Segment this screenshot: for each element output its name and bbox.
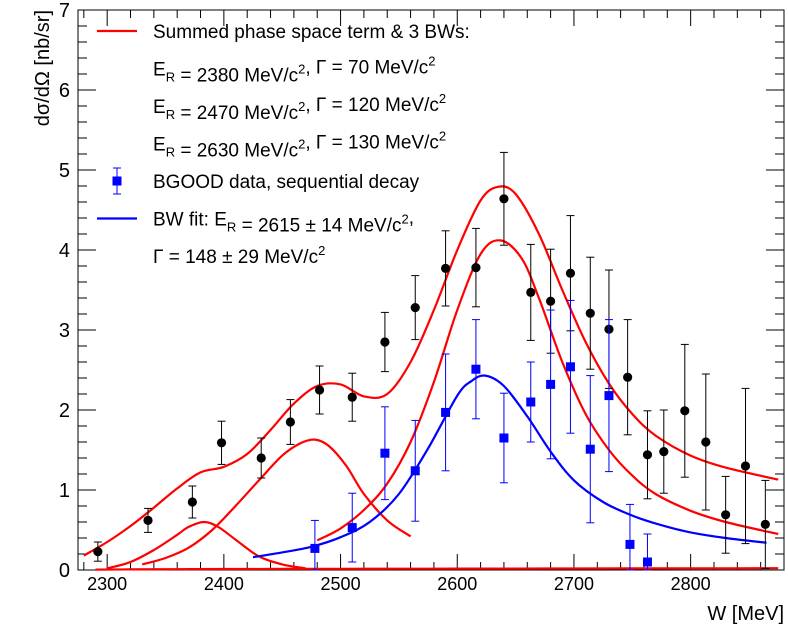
x-tick-label: 2600 xyxy=(437,574,477,594)
data-point-sequential xyxy=(310,543,320,553)
data-point-total xyxy=(410,303,420,313)
data-point-sequential xyxy=(604,391,614,401)
data-point-total xyxy=(546,296,556,306)
data-point-total xyxy=(314,385,325,395)
data-point-sequential xyxy=(546,379,556,389)
curve-bw-e-r-2630 xyxy=(316,239,779,542)
data-point-sequential xyxy=(642,557,652,567)
legend-text: ER = 2380 MeV/c2, Γ = 70 MeV/c2 xyxy=(153,54,436,87)
data-point-sequential xyxy=(380,448,390,458)
y-tick-label: 6 xyxy=(59,80,70,102)
plot-frame xyxy=(77,9,785,571)
y-tick-label: 7 xyxy=(59,0,70,22)
x-axis-label: W [MeV] xyxy=(707,603,784,625)
y-tick-label: 3 xyxy=(59,320,70,342)
data-point-total xyxy=(642,450,653,460)
data-point-total xyxy=(565,268,576,278)
y-tick-label: 4 xyxy=(59,240,70,262)
x-tick-label: 2400 xyxy=(204,574,244,594)
data-point-total xyxy=(721,510,731,520)
data-point-total xyxy=(526,287,536,297)
legend-square-symbol xyxy=(112,176,122,186)
data-point-total xyxy=(740,461,751,471)
data-point-total xyxy=(93,547,103,557)
data-points xyxy=(93,151,770,571)
data-point-total xyxy=(380,337,390,347)
legend-text: ER = 2470 MeV/c2, Γ = 120 MeV/c2 xyxy=(153,91,446,124)
x-tick-label: 2300 xyxy=(87,574,127,594)
data-point-sequential xyxy=(565,362,575,372)
data-point-sequential xyxy=(441,407,451,417)
data-point-total xyxy=(216,438,227,448)
data-point-total xyxy=(347,392,357,402)
legend-text: BW fit: ER = 2615 ± 14 MeV/c2, xyxy=(153,208,414,237)
x-tick-label: 2700 xyxy=(554,574,594,594)
y-axis-label: dσ/dΩ [nb/sr] xyxy=(32,10,54,126)
data-point-sequential xyxy=(410,466,420,476)
axis-ticks xyxy=(78,9,785,571)
data-point-sequential xyxy=(526,397,536,407)
curve-phase-space-term xyxy=(95,567,779,571)
x-tick-label: 2500 xyxy=(321,574,361,594)
y-tick-label: 0 xyxy=(59,560,70,582)
data-point-sequential xyxy=(471,364,481,374)
curves xyxy=(83,185,779,571)
data-point-total xyxy=(256,453,266,463)
curve-summed-phase-space-term-3-bws xyxy=(83,185,779,557)
tick-labels: 2300 2400 2500 2600 2700 2800 0 1 2 3 4 5 6 7 xyxy=(59,0,711,594)
y-tick-label: 5 xyxy=(59,160,70,182)
data-point-sequential xyxy=(499,433,509,443)
data-point-total xyxy=(143,515,153,526)
data-point-total xyxy=(499,194,509,204)
legend-text: Γ = 148 ± 29 MeV/c2 xyxy=(153,243,325,268)
data-point-total xyxy=(440,263,451,273)
legend-text: Summed phase space term & 3 BWs: xyxy=(153,22,470,43)
curve-bw-e-r-2470 xyxy=(141,438,412,566)
y-tick-label: 2 xyxy=(59,400,70,422)
data-point-sequential xyxy=(625,539,635,549)
data-point-total xyxy=(471,263,481,273)
x-tick-label: 2800 xyxy=(671,574,711,594)
curve-bw-e-r-2380 xyxy=(106,520,306,570)
legend: Summed phase space term & 3 BWs: ER = 238… xyxy=(97,22,470,268)
data-point-sequential xyxy=(585,444,595,454)
data-point-total xyxy=(680,406,690,416)
curve-bw-fit-e-r-2615 xyxy=(252,374,767,559)
data-point-total xyxy=(285,417,295,427)
legend-text: ER = 2630 MeV/c2, Γ = 130 MeV/c2 xyxy=(153,129,446,162)
data-point-total xyxy=(585,308,595,318)
data-point-total xyxy=(623,372,633,382)
data-point-sequential xyxy=(347,523,357,533)
y-tick-label: 1 xyxy=(59,480,70,502)
data-point-total xyxy=(701,437,711,447)
data-point-total xyxy=(760,519,770,530)
data-point-total xyxy=(659,447,669,457)
data-point-total xyxy=(187,497,197,507)
legend-text: BGOOD data, sequential decay xyxy=(153,172,420,193)
